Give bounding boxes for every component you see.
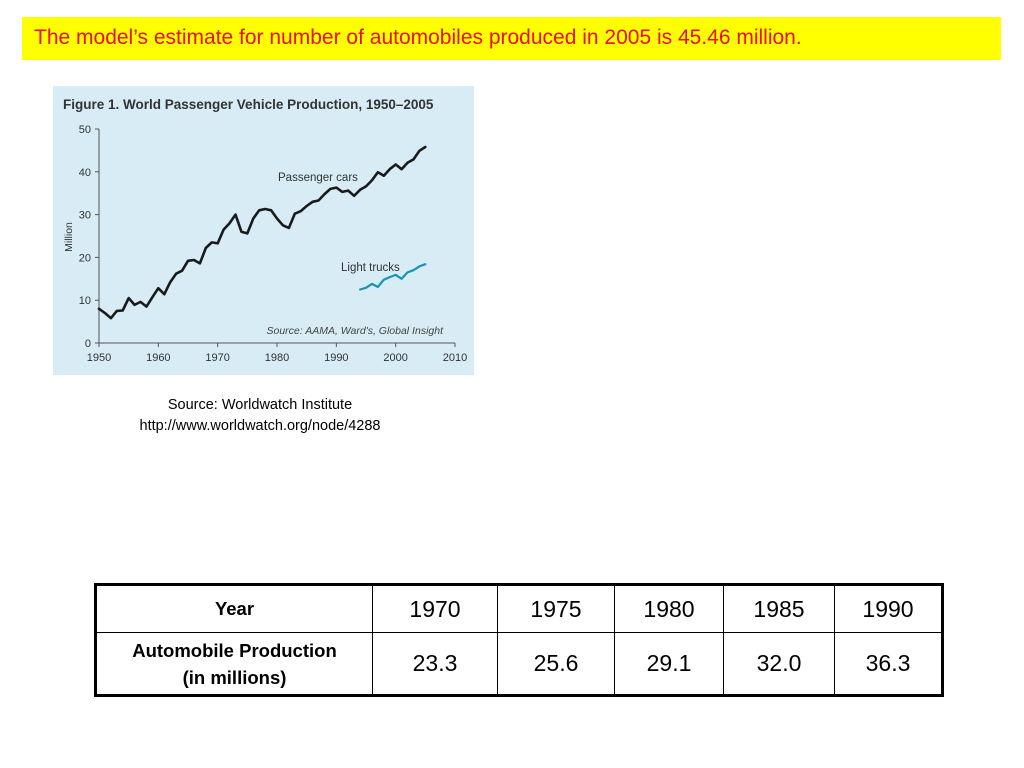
- passenger-cars-line: [97, 145, 427, 320]
- y-tick-label: 50: [79, 124, 91, 136]
- table-row-years: Year 1970 1975 1980 1985 1990: [95, 584, 943, 633]
- production-label-line1: Automobile Production: [132, 639, 337, 661]
- chart-title: Figure 1. World Passenger Vehicle Produc…: [63, 97, 434, 112]
- x-tick-label: 2000: [383, 352, 407, 364]
- year-cell: 1990: [834, 584, 943, 633]
- series-label-cars: Passenger cars: [278, 172, 358, 184]
- figure-panel: Figure 1. World Passenger Vehicle Produc…: [53, 86, 474, 375]
- x-tick-label: 2010: [443, 352, 467, 364]
- production-cell: 32.0: [723, 632, 835, 696]
- series-label-trucks: Light trucks: [341, 262, 400, 274]
- year-cell: 1975: [497, 584, 615, 633]
- y-axis-label: Million: [63, 222, 75, 252]
- year-cell: 1980: [614, 584, 724, 633]
- y-tick-label: 10: [79, 295, 91, 307]
- production-cell: 25.6: [497, 632, 615, 696]
- x-tick-label: 1960: [146, 352, 170, 364]
- y-tick-label: 20: [79, 252, 91, 264]
- source-attribution: Source: Worldwatch Institute http://www.…: [60, 395, 460, 437]
- table-row-production: Automobile Production (in millions) 23.3…: [95, 632, 943, 696]
- y-tick-label: 30: [79, 210, 91, 222]
- y-tick-label: 40: [79, 167, 91, 179]
- line-chart: Figure 1. World Passenger Vehicle Produc…: [63, 97, 467, 364]
- x-tick-label: 1970: [205, 352, 229, 364]
- year-header-cell: Year: [95, 584, 373, 633]
- x-tick-label: 1990: [324, 352, 348, 364]
- source-url[interactable]: http://www.worldwatch.org/node/4288: [139, 418, 381, 434]
- year-cell: 1970: [372, 584, 498, 633]
- production-label-line2: (in millions): [182, 666, 287, 688]
- source-name: Source: Worldwatch Institute: [167, 397, 353, 413]
- production-table: Year 1970 1975 1980 1985 1990 Automobile…: [94, 583, 944, 697]
- light-trucks-line: [359, 263, 427, 291]
- year-cell: 1985: [723, 584, 835, 633]
- chart-source-note: Source: AAMA, Ward's, Global Insight: [267, 325, 445, 337]
- production-header-cell: Automobile Production (in millions): [95, 632, 373, 696]
- headline-text: The model’s estimate for number of autom…: [34, 26, 802, 49]
- headline-banner: The model’s estimate for number of autom…: [22, 17, 1001, 60]
- y-tick-label: 0: [85, 338, 91, 350]
- production-cell: 36.3: [834, 632, 943, 696]
- x-tick-label: 1950: [87, 352, 111, 364]
- x-tick-label: 1980: [265, 352, 289, 364]
- production-cell: 29.1: [614, 632, 724, 696]
- production-cell: 23.3: [372, 632, 498, 696]
